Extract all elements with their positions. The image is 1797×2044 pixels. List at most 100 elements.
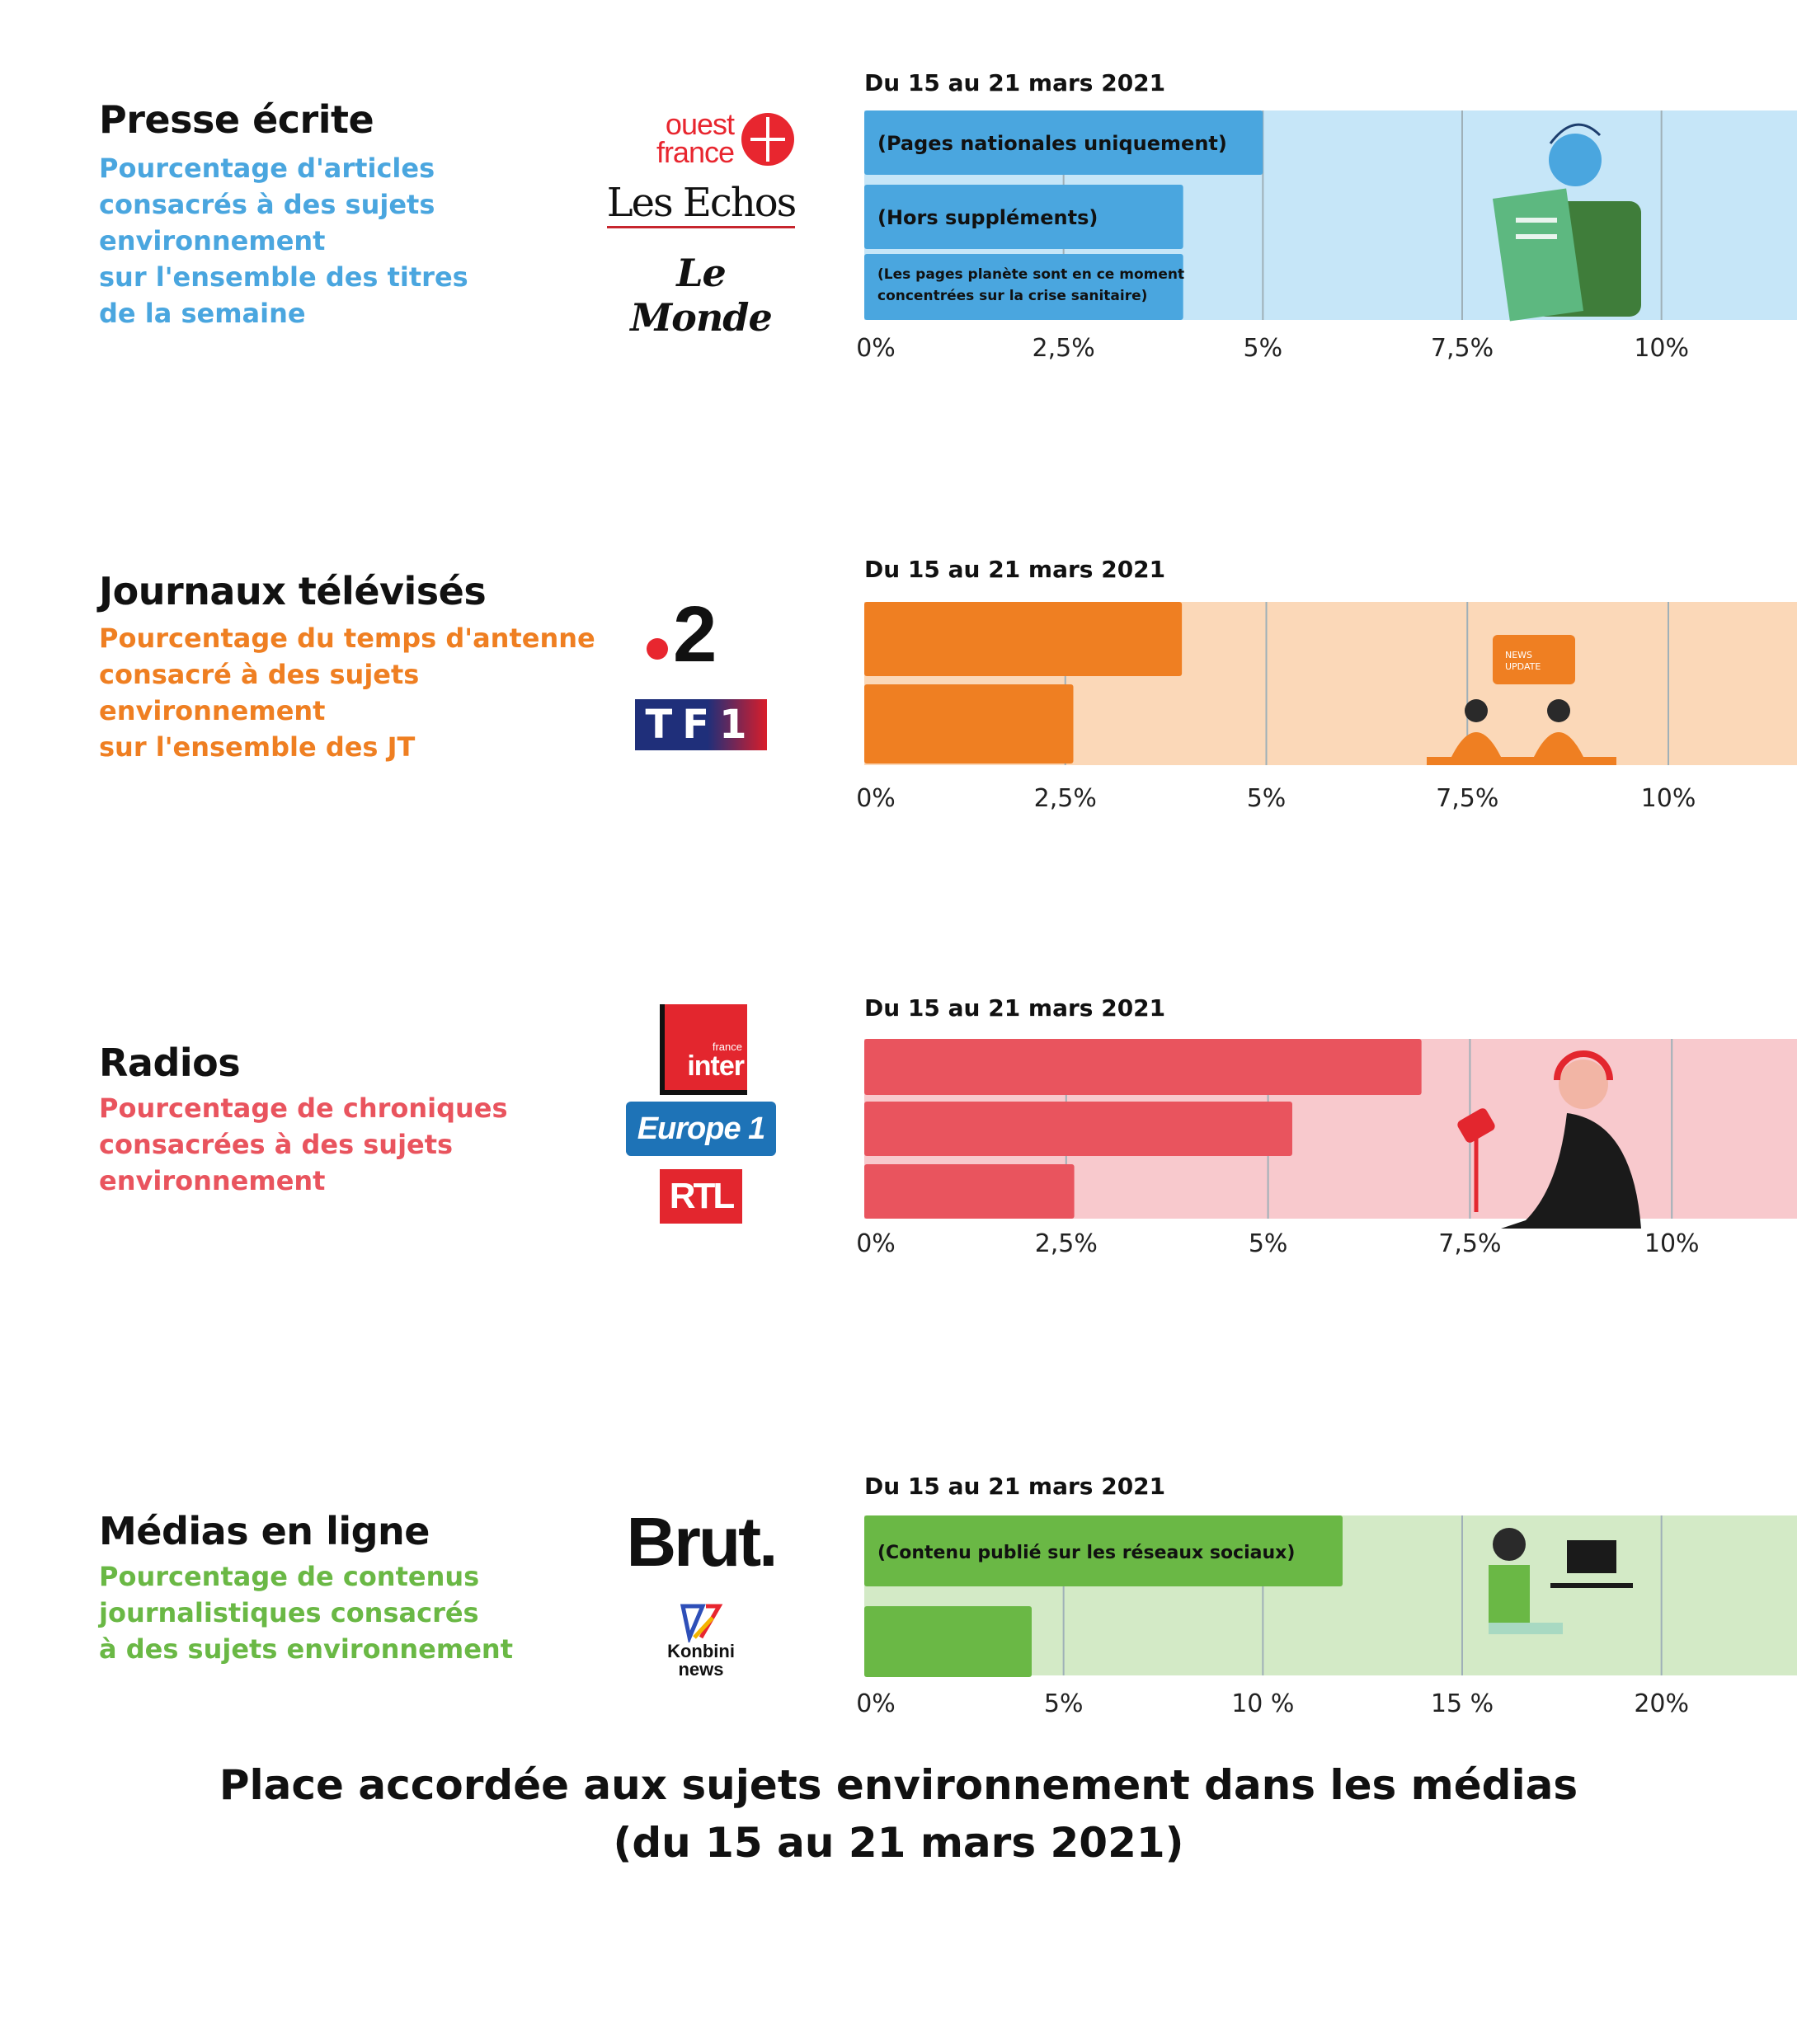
newspaper-icon bbox=[1492, 188, 1584, 322]
bar-label: (Contenu publié sur les réseaux sociaux) bbox=[877, 1543, 1295, 1563]
section-subtitle: Pourcentage de chroniques consacrées à d… bbox=[99, 1090, 610, 1199]
subtitle-line: sur l'ensemble des titres bbox=[99, 261, 468, 293]
logos-tv: 2 TF1 bbox=[602, 594, 800, 773]
head-icon bbox=[1559, 1060, 1608, 1109]
head-icon bbox=[1549, 134, 1602, 186]
tick-label: 5% bbox=[1247, 784, 1287, 813]
anchor-head-icon bbox=[1547, 699, 1570, 722]
logos-presse: ouest france Les Echos Le Monde bbox=[602, 106, 800, 340]
subtitle-line: consacré à des sujets bbox=[99, 659, 420, 690]
section-title: Presse écrite bbox=[99, 97, 374, 142]
subtitle-line: Pourcentage de chroniques bbox=[99, 1092, 508, 1124]
france-inter-logo: france inter bbox=[602, 1004, 800, 1095]
logo-text: 2 bbox=[673, 590, 717, 679]
computer-illustration-icon bbox=[1489, 1528, 1633, 1634]
tick-label: 10% bbox=[1641, 784, 1696, 813]
tick-label: 0% bbox=[856, 334, 896, 363]
tick-label: 0% bbox=[856, 1229, 896, 1258]
tick-label: 0% bbox=[856, 784, 896, 813]
screen-icon bbox=[1493, 635, 1575, 684]
tick-label: 7,5% bbox=[1436, 784, 1498, 813]
desk-icon bbox=[1427, 757, 1616, 765]
anchor-body-icon bbox=[1534, 732, 1583, 757]
logo-text: TF1 bbox=[635, 699, 767, 750]
screen-text: NEWS bbox=[1505, 650, 1532, 660]
subtitle-line: environnement bbox=[99, 695, 326, 726]
figure-caption: Place accordée aux sujets environnement … bbox=[0, 1756, 1797, 1872]
bar bbox=[864, 254, 1183, 320]
chart-online: Du 15 au 21 mars 2021 (Contenu publié sur… bbox=[856, 1473, 1797, 1718]
caption-line: Place accordée aux sujets environnement … bbox=[219, 1761, 1578, 1809]
subtitle-line: à des sujets environnement bbox=[99, 1633, 513, 1665]
microphone-icon bbox=[1457, 1108, 1495, 1143]
bar bbox=[864, 185, 1183, 249]
body-icon bbox=[1501, 1113, 1641, 1229]
red-dot-icon bbox=[647, 638, 668, 660]
tick-label: 10 % bbox=[1231, 1689, 1294, 1718]
chart-radio: Du 15 au 21 mars 2021 0% 2,5% 5% 7,5% 10% bbox=[856, 994, 1797, 1258]
subtitle-line: consacrés à des sujets bbox=[99, 189, 435, 220]
logos-radio: france inter Europe 1 RTL bbox=[602, 1004, 800, 1237]
radio-illustration-icon bbox=[1457, 1050, 1641, 1229]
subtitle-line: journalistiques consacrés bbox=[99, 1597, 479, 1628]
subtitle-line: Pourcentage de contenus bbox=[99, 1561, 480, 1592]
tick-label: 7,5% bbox=[1431, 334, 1494, 363]
ouest-france-mark-icon bbox=[741, 113, 794, 166]
section-title: Médias en ligne bbox=[99, 1509, 430, 1553]
bar bbox=[864, 684, 1074, 764]
chart-title: Du 15 au 21 mars 2021 bbox=[864, 69, 1165, 96]
europe1-logo: Europe 1 bbox=[602, 1102, 800, 1161]
caption-line: (du 15 au 21 mars 2021) bbox=[613, 1819, 1184, 1867]
konbini-mark-icon bbox=[680, 1604, 723, 1642]
bar bbox=[864, 602, 1183, 676]
monitor-icon bbox=[1567, 1540, 1616, 1573]
newspaper-line bbox=[1516, 234, 1557, 239]
konbini-logo: Konbini news bbox=[602, 1601, 800, 1692]
section-subtitle: Pourcentage de contenus journalistiques … bbox=[99, 1558, 610, 1667]
bar bbox=[864, 1515, 1343, 1586]
bar bbox=[864, 110, 1263, 175]
tick-label: 5% bbox=[1249, 1229, 1288, 1258]
subtitle-line: environnement bbox=[99, 1165, 326, 1196]
logo-text: RTL bbox=[660, 1169, 742, 1224]
chart-title: Du 15 au 21 mars 2021 bbox=[864, 1473, 1165, 1500]
bar-label: (Pages nationales uniquement) bbox=[877, 132, 1227, 155]
les-echos-logo: Les Echos bbox=[602, 180, 800, 239]
rtl-logo: RTL bbox=[602, 1169, 800, 1229]
logo-text: Les Echos bbox=[606, 180, 797, 228]
logo-text: Konbini bbox=[667, 1641, 735, 1661]
logo-text: news bbox=[678, 1659, 724, 1680]
logo-subtext: france bbox=[712, 1041, 742, 1053]
tick-label: 15 % bbox=[1431, 1689, 1494, 1718]
tick-label: 0% bbox=[856, 1689, 896, 1718]
anchor-body-icon bbox=[1451, 732, 1501, 757]
newspaper-line bbox=[1516, 218, 1557, 223]
tick-label: 10% bbox=[1644, 1229, 1700, 1258]
subtitle-line: Pourcentage d'articles bbox=[99, 153, 435, 184]
inter-square: france inter bbox=[660, 1004, 747, 1095]
tick-label: 20% bbox=[1634, 1689, 1689, 1718]
bar bbox=[864, 1164, 1075, 1219]
subtitle-line: environnement bbox=[99, 225, 326, 256]
bar-label: (Les pages planète sont en ce moment bbox=[877, 266, 1184, 283]
logo-text: ouest france bbox=[656, 107, 735, 169]
tick-label: 7,5% bbox=[1438, 1229, 1501, 1258]
tick-label: 10% bbox=[1634, 334, 1689, 363]
logos-online: Brut. Konbini news bbox=[602, 1502, 800, 1700]
le-monde-logo: Le Monde bbox=[602, 251, 800, 340]
bar bbox=[864, 1606, 1032, 1677]
tick-label: 2,5% bbox=[1035, 1229, 1098, 1258]
logo-text: inter bbox=[687, 1050, 745, 1082]
logo-text: Brut. bbox=[626, 1503, 779, 1581]
section-subtitle: Pourcentage d'articles consacrés à des s… bbox=[99, 150, 610, 331]
section-subtitle: Pourcentage du temps d'antenne consacré … bbox=[99, 620, 610, 765]
chart-presse: Du 15 au 21 mars 2021 (Pages nationales u… bbox=[856, 69, 1797, 363]
tick-label: 2,5% bbox=[1034, 784, 1097, 813]
tick-label: 2,5% bbox=[1033, 334, 1095, 363]
bar bbox=[864, 1102, 1292, 1156]
head-icon bbox=[1493, 1528, 1526, 1561]
tick-label: 5% bbox=[1244, 334, 1283, 363]
logo-text: Le Monde bbox=[630, 251, 772, 340]
hair-icon bbox=[1549, 123, 1602, 144]
